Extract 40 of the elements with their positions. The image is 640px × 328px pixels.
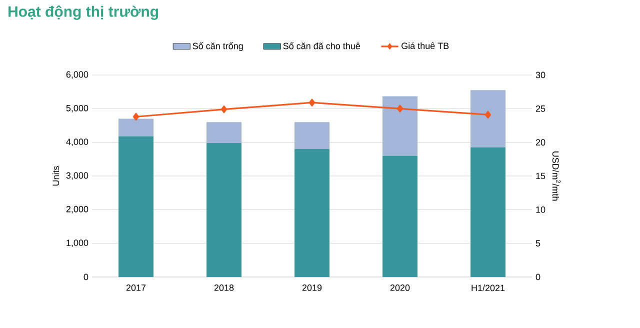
y2-tick-label: 5	[536, 240, 540, 246]
y-tick-label: 5,000	[66, 104, 88, 112]
x-tick-label: 2019	[302, 284, 322, 291]
y-tick-label: 1,000	[66, 240, 88, 248]
y-tick-label: 4,000	[66, 138, 88, 146]
bar	[118, 118, 154, 136]
y2-tick-label: 20	[536, 139, 546, 146]
legend-label: Số căn đã cho thuê	[283, 42, 360, 50]
x-tick-label: 2017	[126, 284, 146, 291]
y-tick-label: 6,000	[66, 71, 88, 79]
bar	[294, 122, 330, 150]
y2-tick-label: 15	[536, 172, 546, 180]
legend-label: Giá thuê TB	[402, 42, 449, 50]
y-axis-title: Units	[52, 166, 60, 186]
chart-title: Hoạt động thị trường	[8, 6, 158, 20]
bar	[382, 156, 418, 277]
bar	[118, 136, 154, 277]
bar	[206, 143, 242, 277]
y-tick-label: 0	[84, 274, 88, 280]
y2-tick-label: 30	[536, 72, 546, 78]
y-tick-label: 2,000	[66, 206, 88, 214]
bar	[382, 96, 418, 156]
point	[308, 98, 316, 106]
point	[132, 112, 140, 121]
bar	[206, 122, 242, 143]
y2-tick-label: 25	[536, 105, 546, 112]
point	[396, 104, 404, 112]
y2-axis-title: USD/m$^{2}$/mth	[552, 152, 560, 201]
bar	[294, 149, 330, 277]
y2-tick-label: 10	[536, 206, 546, 213]
x-tick-label: H1/2021	[472, 284, 505, 292]
x-tick-label: 2018	[214, 284, 234, 291]
bar	[470, 147, 506, 277]
point	[220, 106, 228, 114]
bar	[470, 90, 506, 148]
point	[484, 110, 492, 119]
legend-label: Số căn trống	[192, 42, 243, 51]
y-tick-label: 3,000	[66, 172, 88, 180]
x-tick-label: 2020	[390, 284, 410, 291]
y2-tick-label: 0	[536, 274, 540, 280]
